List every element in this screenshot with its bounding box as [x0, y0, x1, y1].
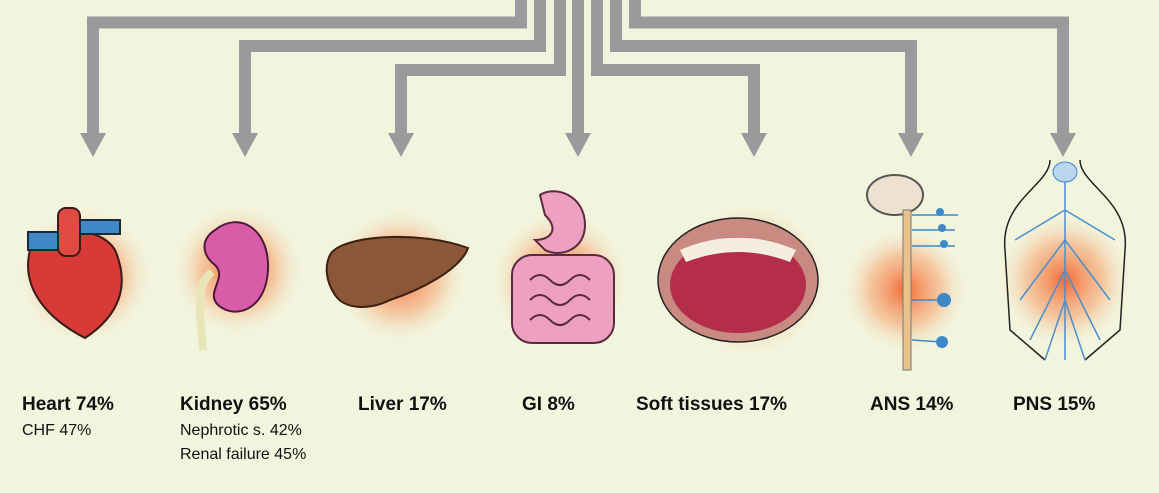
arrow-ans	[610, 0, 917, 136]
label-liver: Liver 17%	[358, 393, 447, 417]
liver-illustration	[325, 205, 470, 345]
label-soft-tissues: Soft tissues 17%	[636, 393, 787, 417]
arrowhead-icon	[232, 133, 258, 157]
mouth-tongue-illustration	[657, 200, 830, 360]
organ-title: Soft tissues 17%	[636, 394, 787, 415]
organ-subtitle: Renal failure 45%	[180, 446, 307, 463]
organ-subtitle: CHF 47%	[22, 422, 92, 439]
label-pns: PNS 15%	[1013, 393, 1095, 417]
organ-title: Liver 17%	[358, 394, 447, 415]
branching-arrows	[87, 0, 1069, 136]
gi-illustration	[488, 190, 632, 352]
organ-subtitle: Nephrotic s. 42%	[180, 422, 302, 439]
arrow-liver	[395, 0, 566, 136]
arrowhead-icon	[80, 133, 106, 157]
arrow-soft-tissues	[591, 0, 760, 136]
pns-illustration	[995, 159, 1135, 361]
arrowhead-icon	[1050, 133, 1076, 157]
label-heart: Heart 74% CHF 47%	[22, 393, 114, 443]
label-gi: GI 8%	[522, 393, 575, 417]
organ-title: Heart 74%	[22, 394, 114, 415]
kidney-illustration	[170, 202, 306, 351]
ans-illustration	[840, 174, 970, 371]
label-kidney: Kidney 65% Nephrotic s. 42% Renal failur…	[180, 393, 306, 467]
arrowhead-icon	[741, 133, 767, 157]
arrow-heart	[87, 0, 527, 136]
heart-illustration	[15, 205, 155, 345]
arrowhead-icon	[898, 133, 924, 157]
arrowhead-icon	[565, 133, 591, 157]
arrow-pns	[629, 0, 1069, 136]
organ-title: GI 8%	[522, 394, 575, 415]
organ-title: PNS 15%	[1013, 394, 1096, 415]
arrowheads	[80, 133, 1076, 157]
organ-title: ANS 14%	[870, 394, 954, 415]
organ-title: Kidney 65%	[180, 394, 287, 415]
arrowhead-icon	[388, 133, 414, 157]
label-ans: ANS 14%	[870, 393, 953, 417]
arrow-kidney	[239, 0, 546, 136]
